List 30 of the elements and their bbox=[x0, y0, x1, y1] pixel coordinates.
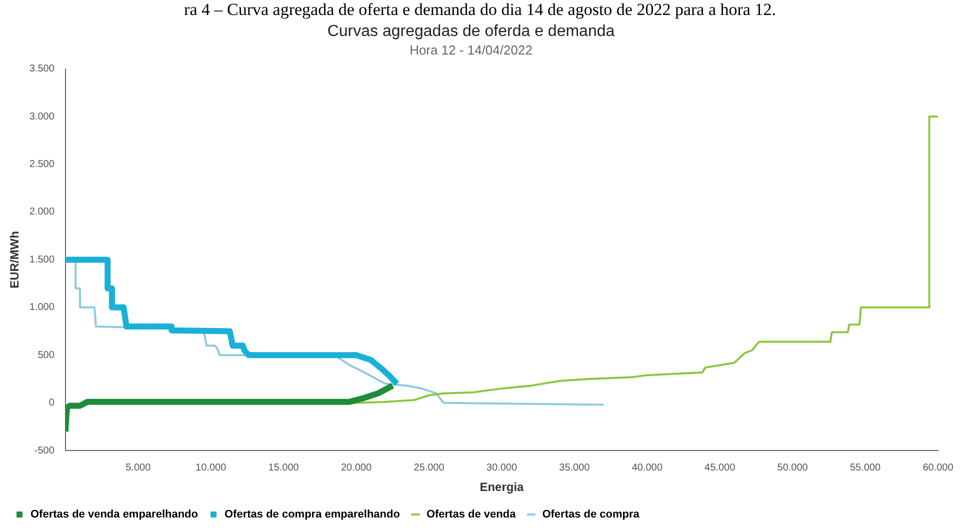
chart-title: Curvas agregadas de oferda e demanda bbox=[327, 23, 615, 40]
y-axis-title: EUR/MWh bbox=[8, 231, 22, 288]
y-tick-label: 1.000 bbox=[29, 302, 55, 314]
x-tick-label: 25.000 bbox=[414, 462, 445, 474]
y-tick-label: 3.000 bbox=[29, 111, 55, 122]
x-tick-label: 45.000 bbox=[704, 462, 736, 474]
y-tick-label: 1.500 bbox=[29, 254, 55, 266]
legend-label: Ofertas de compra bbox=[542, 508, 640, 521]
x-tick-label: 30.000 bbox=[486, 462, 518, 474]
x-tick-label: 60.000 bbox=[922, 462, 954, 474]
x-tick-label: 20.000 bbox=[340, 462, 372, 474]
y-tick-label: -500 bbox=[34, 445, 55, 456]
y-tick-label: 2.000 bbox=[29, 206, 55, 218]
x-tick-label: 50.000 bbox=[777, 462, 808, 474]
y-tick-label: 500 bbox=[38, 350, 55, 361]
y-tick-label: 2.500 bbox=[29, 159, 55, 170]
legend-label: Ofertas de venda bbox=[426, 508, 517, 521]
text: ra 4 – Curva agregada de oferta e demanda do dia 14 de agosto de 2022 para a hora 12. bbox=[184, 0, 776, 19]
x-tick-label: 5.000 bbox=[126, 462, 152, 474]
x-tick-label: 35.000 bbox=[559, 462, 590, 474]
legend-label: Ofertas de venda emparelhando bbox=[30, 508, 198, 521]
x-axis-title: Energia bbox=[480, 480, 524, 494]
x-tick-label: 10.000 bbox=[196, 462, 227, 474]
x-tick-label: 55.000 bbox=[850, 462, 882, 474]
x-tick-label: 40.000 bbox=[632, 462, 663, 474]
legend-label: Ofertas de compra emparelhando bbox=[224, 508, 400, 521]
y-tick-label: 0 bbox=[48, 398, 55, 409]
y-tick-label: 3.500 bbox=[29, 64, 55, 75]
chart-subtitle: Hora 12 - 14/04/2022 bbox=[410, 42, 532, 58]
x-tick-label: 15.000 bbox=[268, 462, 300, 474]
